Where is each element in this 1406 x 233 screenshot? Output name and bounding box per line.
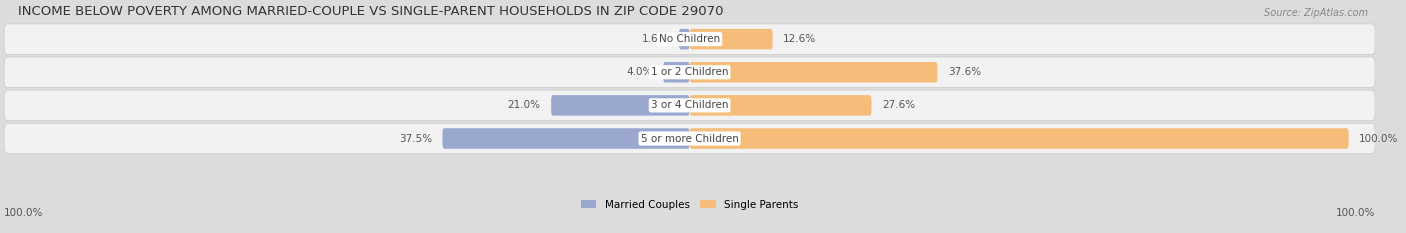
FancyBboxPatch shape bbox=[4, 90, 1375, 121]
Text: 4.0%: 4.0% bbox=[626, 67, 652, 77]
FancyBboxPatch shape bbox=[689, 62, 938, 82]
FancyBboxPatch shape bbox=[4, 123, 1375, 154]
Text: 5 or more Children: 5 or more Children bbox=[641, 134, 738, 144]
FancyBboxPatch shape bbox=[689, 29, 773, 49]
FancyBboxPatch shape bbox=[679, 29, 689, 49]
Text: 37.6%: 37.6% bbox=[948, 67, 981, 77]
FancyBboxPatch shape bbox=[689, 95, 872, 116]
Text: INCOME BELOW POVERTY AMONG MARRIED-COUPLE VS SINGLE-PARENT HOUSEHOLDS IN ZIP COD: INCOME BELOW POVERTY AMONG MARRIED-COUPL… bbox=[18, 5, 723, 18]
Text: 21.0%: 21.0% bbox=[508, 100, 541, 110]
FancyBboxPatch shape bbox=[443, 128, 689, 149]
Text: 12.6%: 12.6% bbox=[783, 34, 817, 44]
Text: 100.0%: 100.0% bbox=[4, 208, 44, 218]
Text: 1 or 2 Children: 1 or 2 Children bbox=[651, 67, 728, 77]
Text: Source: ZipAtlas.com: Source: ZipAtlas.com bbox=[1264, 8, 1368, 18]
FancyBboxPatch shape bbox=[551, 95, 689, 116]
Text: 27.6%: 27.6% bbox=[882, 100, 915, 110]
Text: 3 or 4 Children: 3 or 4 Children bbox=[651, 100, 728, 110]
Text: 37.5%: 37.5% bbox=[399, 134, 432, 144]
Legend: Married Couples, Single Parents: Married Couples, Single Parents bbox=[576, 196, 803, 214]
FancyBboxPatch shape bbox=[4, 24, 1375, 54]
FancyBboxPatch shape bbox=[4, 57, 1375, 87]
Text: 100.0%: 100.0% bbox=[1336, 208, 1375, 218]
FancyBboxPatch shape bbox=[664, 62, 689, 82]
Text: 100.0%: 100.0% bbox=[1360, 134, 1399, 144]
FancyBboxPatch shape bbox=[689, 128, 1348, 149]
Text: 1.6%: 1.6% bbox=[643, 34, 668, 44]
Text: No Children: No Children bbox=[659, 34, 720, 44]
